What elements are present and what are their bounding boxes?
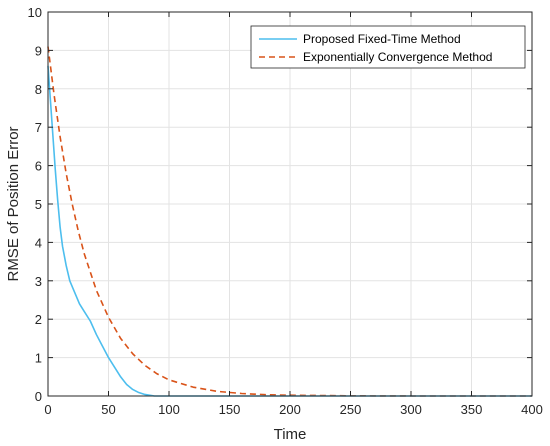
tick-marks [47,11,533,397]
y-tick-label: 10 [28,5,42,20]
legend: Proposed Fixed-Time Method Exponentially … [250,25,526,69]
y-axis-label: RMSE of Position Error [5,126,22,281]
x-tick-label: 350 [461,402,483,417]
y-tick-label: 1 [35,351,42,366]
y-tick-label: 5 [35,197,42,212]
y-tick-labels: 0 1 2 3 4 5 6 7 8 9 10 [28,5,42,404]
x-tick-label: 400 [521,402,543,417]
x-tick-labels: 0 50 100 150 200 250 300 350 400 [44,402,542,417]
x-tick-label: 50 [101,402,115,417]
legend-label: Exponentially Convergence Method [303,50,492,64]
x-tick-label: 150 [219,402,241,417]
x-tick-label: 100 [158,402,180,417]
legend-label: Proposed Fixed-Time Method [303,32,461,46]
x-tick-label: 300 [400,402,422,417]
legend-box [250,25,526,69]
x-tick-label: 200 [279,402,301,417]
y-tick-label: 6 [35,159,42,174]
y-tick-label: 3 [35,274,42,289]
y-tick-label: 4 [35,235,42,250]
y-tick-label: 0 [35,389,42,404]
y-tick-label: 8 [35,82,42,97]
x-axis-label: Time [274,426,307,443]
y-tick-label: 2 [35,312,42,327]
x-tick-label: 0 [44,402,51,417]
y-tick-label: 7 [35,120,42,135]
x-tick-label: 250 [340,402,362,417]
y-tick-label: 9 [35,43,42,58]
